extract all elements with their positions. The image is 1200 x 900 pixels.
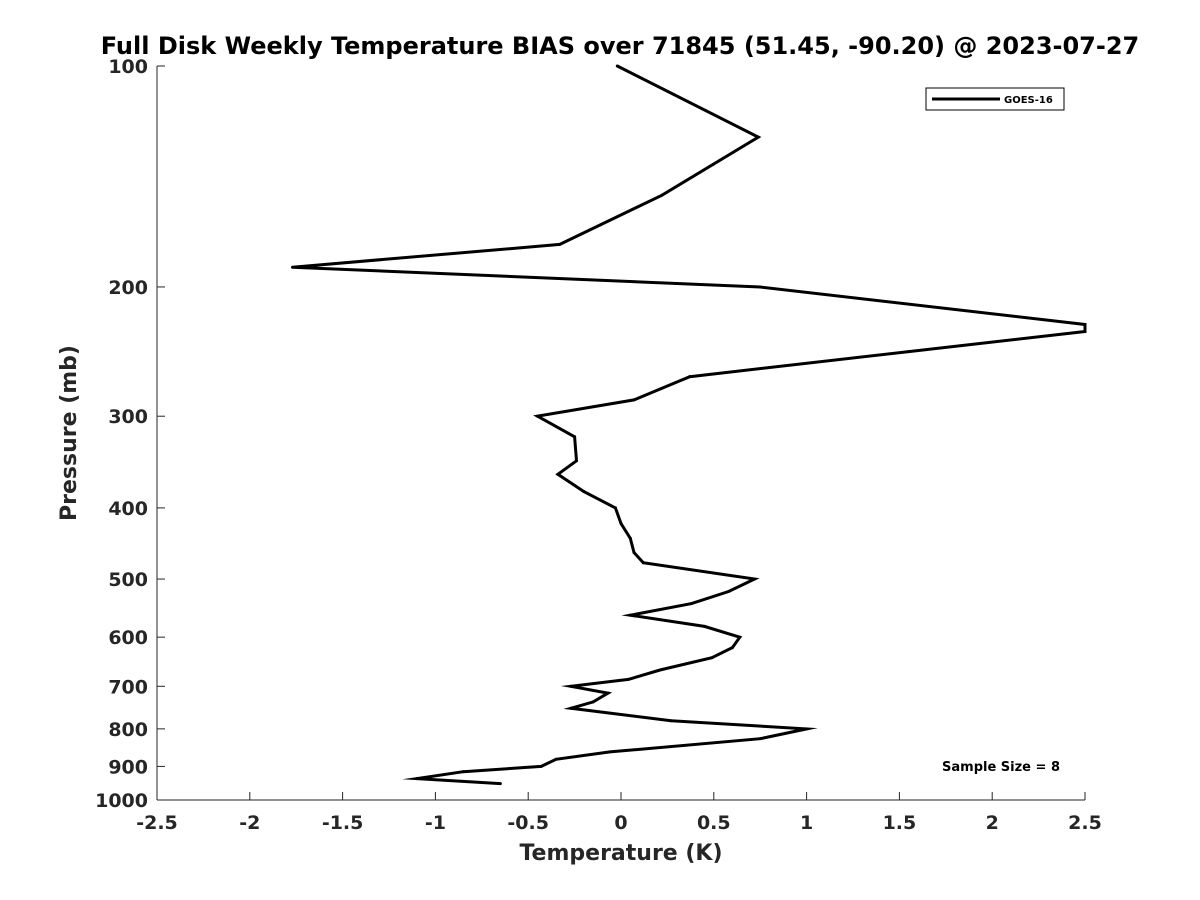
data-point [606, 691, 610, 695]
x-axis-label: Temperature (K) [519, 841, 722, 866]
data-point [758, 737, 762, 741]
x-tick-label: -2.5 [136, 812, 178, 834]
data-point [727, 590, 731, 594]
data-point [613, 506, 617, 510]
data-point [805, 727, 809, 731]
data-point [569, 684, 573, 688]
series-layer [290, 64, 1087, 786]
y-tick-label: 400 [108, 498, 148, 520]
data-point [615, 64, 619, 68]
data-point [591, 700, 595, 704]
x-tick-label: 0.5 [697, 812, 731, 834]
data-point [461, 770, 465, 774]
chart-title: Full Disk Weekly Temperature BIAS over 7… [101, 32, 1140, 60]
data-point [558, 242, 562, 246]
x-tick-label: -1 [425, 812, 446, 834]
x-ticks: -2.5 -2 -1.5 -1 -0.5 0 0.5 1 1.5 2 2.5 [136, 792, 1102, 834]
y-tick-label: 900 [108, 756, 148, 778]
x-tick-label: 1 [800, 812, 813, 834]
x-tick-label: 0 [614, 812, 627, 834]
data-point [758, 285, 762, 289]
sample-size-annotation: Sample Size = 8 [942, 760, 1060, 775]
data-point [756, 135, 760, 139]
x-tick-label: -1.5 [322, 812, 364, 834]
data-point [554, 757, 558, 761]
y-tick-label: 200 [108, 277, 148, 299]
data-point [573, 435, 577, 439]
data-point [582, 490, 586, 494]
data-point [641, 561, 645, 565]
data-point [498, 782, 502, 786]
data-point [415, 777, 419, 781]
x-tick-label: 2.5 [1068, 812, 1102, 834]
y-tick-label: 800 [108, 719, 148, 741]
y-axis-label: Pressure (mb) [57, 345, 82, 521]
data-point [907, 350, 911, 354]
legend: GOES-16 [925, 87, 1065, 111]
data-point [738, 635, 742, 639]
data-point [619, 521, 623, 525]
y-tick-label: 100 [108, 56, 148, 78]
data-point [290, 265, 294, 269]
data-point [730, 646, 734, 650]
data-point [535, 414, 539, 418]
x-tick-label: -0.5 [507, 812, 549, 834]
data-point [753, 577, 757, 581]
data-point [703, 624, 707, 628]
data-point [539, 764, 543, 768]
data-point [710, 656, 714, 660]
data-point [669, 719, 673, 723]
x-tick-label: -2 [239, 812, 260, 834]
data-point [1083, 323, 1087, 327]
data-point [660, 193, 664, 197]
y-tick-label: 700 [108, 676, 148, 698]
y-ticks: 100 200 300 400 500 600 700 800 900 1000 [95, 56, 165, 812]
y-tick-label: 1000 [95, 790, 148, 812]
data-point [556, 472, 560, 476]
data-point [690, 602, 694, 606]
data-point [632, 398, 636, 402]
series-line-goes-16 [292, 64, 1087, 786]
data-point [628, 536, 632, 540]
x-tick-label: 1.5 [883, 812, 917, 834]
y-tick-label: 500 [108, 569, 148, 591]
data-point [608, 750, 612, 754]
data-point [574, 459, 578, 463]
y-tick-label: 600 [108, 627, 148, 649]
data-point [1083, 330, 1087, 334]
data-point [632, 550, 636, 554]
x-tick-label: 2 [986, 812, 999, 834]
y-tick-label: 300 [108, 406, 148, 428]
data-point [569, 706, 573, 710]
data-point [628, 613, 632, 617]
data-point [626, 677, 630, 681]
legend-label-goes-16: GOES-16 [1004, 95, 1053, 106]
data-point [658, 668, 662, 672]
data-point [688, 375, 692, 379]
